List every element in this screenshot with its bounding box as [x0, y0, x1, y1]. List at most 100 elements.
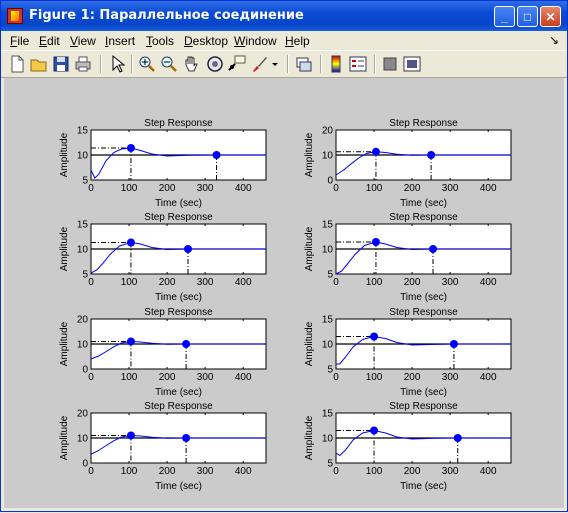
data-cursor-icon[interactable]: [227, 54, 247, 74]
peak-marker: [371, 147, 380, 156]
rotate-3d-icon[interactable]: [205, 54, 225, 74]
menu-file[interactable]: File: [10, 34, 29, 48]
figure-canvas[interactable]: 0 100 200 300 400 5 10 15 Step Response Time (sec…: [4, 78, 564, 508]
x-tick-label: 400: [235, 277, 252, 288]
y-tick-label: 10: [77, 245, 89, 256]
x-tick-label: 0: [88, 183, 94, 194]
x-tick-label: 0: [333, 372, 339, 383]
x-tick-label: 400: [480, 372, 497, 383]
colorbar-icon[interactable]: [326, 54, 346, 74]
x-tick-label: 0: [88, 466, 94, 477]
x-tick-label: 300: [442, 183, 459, 194]
settling-marker: [453, 434, 462, 442]
x-axis-label: Time (sec): [400, 292, 447, 303]
x-axis-label: Time (sec): [155, 198, 202, 209]
y-tick-label: 5: [82, 176, 88, 187]
hide-plot-tools-icon[interactable]: [380, 54, 400, 74]
x-axis-label: Time (sec): [155, 481, 202, 492]
matlab-icon[interactable]: [7, 8, 23, 24]
menu-desktop[interactable]: Desktop: [184, 34, 228, 48]
minimize-button[interactable]: _: [494, 6, 515, 27]
subplot-1: [90, 129, 267, 181]
x-tick-label: 100: [121, 466, 138, 477]
x-tick-label: 0: [333, 183, 339, 194]
menu-help-accel: H: [285, 34, 294, 48]
subplot-title: Step Response: [389, 118, 458, 129]
x-tick-label: 100: [366, 183, 383, 194]
menu-edit[interactable]: Edit: [39, 34, 60, 48]
link-plot-icon[interactable]: [294, 54, 314, 74]
new-figure-icon[interactable]: [7, 54, 27, 74]
menu-tools-accel: T: [146, 34, 152, 48]
y-axis-label: Amplitude: [304, 321, 315, 366]
menu-window[interactable]: Window: [234, 34, 277, 48]
y-tick-label: 0: [327, 176, 333, 187]
x-tick-label: 200: [404, 466, 421, 477]
menu-view-accel: V: [70, 34, 78, 48]
brush-icon[interactable]: [250, 54, 270, 74]
y-tick-label: 20: [77, 409, 89, 420]
settling-marker: [429, 245, 438, 253]
x-tick-label: 200: [404, 183, 421, 194]
subplot-title: Step Response: [144, 118, 213, 129]
y-tick-label: 10: [77, 151, 89, 162]
x-tick-label: 200: [159, 372, 176, 383]
x-tick-label: 0: [333, 466, 339, 477]
menu-view[interactable]: View: [70, 34, 96, 48]
settling-marker: [184, 245, 193, 253]
close-button[interactable]: ✕: [540, 6, 561, 27]
x-tick-label: 400: [480, 466, 497, 477]
subplot-7: [90, 412, 267, 464]
zoom-in-icon[interactable]: [137, 54, 157, 74]
settling-marker: [182, 340, 191, 348]
y-tick-label: 5: [327, 365, 333, 376]
x-tick-label: 400: [480, 277, 497, 288]
y-tick-label: 10: [322, 245, 334, 256]
show-plot-tools-icon[interactable]: [402, 54, 422, 74]
y-tick-label: 10: [77, 340, 89, 351]
save-icon[interactable]: [51, 54, 71, 74]
pan-hand-icon[interactable]: [181, 54, 201, 74]
menu-help-label: elp: [293, 34, 310, 48]
brush-dropdown-icon[interactable]: [270, 54, 280, 74]
x-axis-label: Time (sec): [400, 481, 447, 492]
menu-insert-accel: I: [105, 34, 109, 48]
open-file-icon[interactable]: [29, 54, 49, 74]
subplot-title: Step Response: [144, 307, 213, 318]
edit-plot-arrow-icon[interactable]: [107, 54, 127, 74]
toolbar-separator: [100, 55, 102, 73]
dock-arrow-icon[interactable]: ↘: [548, 33, 559, 47]
subplot-3: [90, 223, 267, 275]
subplot-title: Step Response: [389, 401, 458, 412]
peak-marker: [371, 238, 380, 246]
x-tick-label: 200: [404, 372, 421, 383]
print-icon[interactable]: [73, 54, 93, 74]
menu-window-label: indow: [245, 34, 277, 48]
toolbar-separator: [131, 55, 133, 73]
x-tick-label: 100: [366, 466, 383, 477]
menu-tools[interactable]: Tools: [146, 34, 174, 48]
x-tick-label: 400: [235, 466, 252, 477]
y-axis-label: Amplitude: [59, 415, 70, 460]
x-axis-label: Time (sec): [400, 387, 447, 398]
x-tick-label: 300: [197, 277, 214, 288]
menu-help[interactable]: Help: [285, 34, 310, 48]
title-bar[interactable]: Figure 1: Параллельное соединение _ □ ✕: [1, 1, 567, 31]
legend-icon[interactable]: [348, 54, 368, 74]
x-tick-label: 100: [121, 183, 138, 194]
settling-marker: [182, 434, 191, 442]
x-tick-label: 200: [404, 277, 421, 288]
x-tick-label: 400: [235, 372, 252, 383]
subplot-4: [335, 223, 512, 275]
y-axis-label: Amplitude: [59, 226, 70, 271]
y-axis-label: Amplitude: [59, 321, 70, 366]
peak-marker: [126, 238, 135, 247]
x-axis-label: Time (sec): [155, 387, 202, 398]
maximize-button[interactable]: □: [517, 6, 538, 27]
menu-edit-accel: E: [39, 34, 48, 48]
x-tick-label: 100: [366, 372, 383, 383]
subplot-title: Step Response: [389, 212, 458, 223]
menu-insert[interactable]: Insert: [105, 34, 135, 48]
zoom-out-icon[interactable]: [159, 54, 179, 74]
